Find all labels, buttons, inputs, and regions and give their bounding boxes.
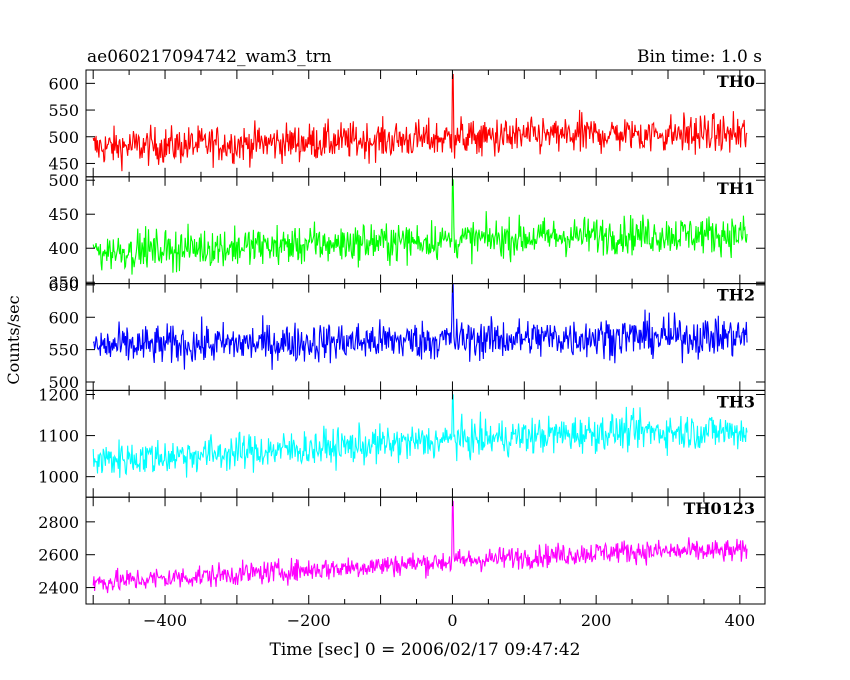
panel-frame [85,496,766,605]
panel-label-th0: TH0 [717,72,755,91]
y-tick-label: 450 [48,205,79,224]
y-tick-label: 2600 [38,546,79,565]
y-tick-label: 550 [48,341,79,360]
y-tick-label: 650 [48,276,79,295]
x-tick-label: −200 [287,611,331,630]
panel-th2: 500 550 600 650 TH2 [48,276,766,392]
y-tick-label: 2400 [38,579,79,598]
panel-frame [85,69,766,178]
y-tick-label: 450 [48,154,79,173]
y-tick-label: 500 [48,171,79,190]
x-axis-label: Time [sec] 0 = 2006/02/17 09:47:42 [270,640,581,660]
y-tick-label: 500 [48,373,79,392]
panel-th3: 1000 1100 1200 TH3 [38,386,766,498]
x-axis-ticks: −400 −200 0 200 400 [143,611,755,630]
series-line-th3 [92,394,748,478]
panel-th0: 450 500 550 600 TH0 [48,69,766,178]
bin-time-label: Bin time: 1.0 s [637,47,762,67]
y-tick-label: 2800 [38,513,79,532]
panel-th0123: 2400 2600 2800 TH0123 [38,496,766,605]
y-tick-label: 600 [48,308,79,327]
series-line-th2 [92,283,748,370]
series-line-th0 [92,73,748,172]
series-line-th1 [92,176,748,275]
y-tick-label: 1000 [38,468,79,487]
y-tick-label: 600 [48,74,79,93]
panel-label-th2: TH2 [717,286,755,305]
y-tick-label: 1200 [38,386,79,405]
x-tick-label: 400 [725,611,756,630]
chart-title: ae060217094742_wam3_trn [87,47,332,67]
panel-frame [85,283,766,391]
x-tick-label: 200 [581,611,612,630]
panel-th1: 350 400 450 500 TH1 [48,171,766,292]
panel-label-th3: TH3 [717,392,755,411]
y-tick-label: 500 [48,128,79,147]
panel-label-th0123: TH0123 [683,499,755,518]
series-line-th0123 [92,499,748,594]
y-tick-label: 550 [48,101,79,120]
y-axis-label: Counts/sec [4,295,23,384]
y-tick-label: 400 [48,239,79,258]
x-tick-label: 0 [447,611,457,630]
x-tick-label: −400 [143,611,187,630]
y-tick-label: 350 [48,273,79,292]
panel-label-th1: TH1 [717,179,755,198]
y-tick-label: 1100 [38,427,79,446]
